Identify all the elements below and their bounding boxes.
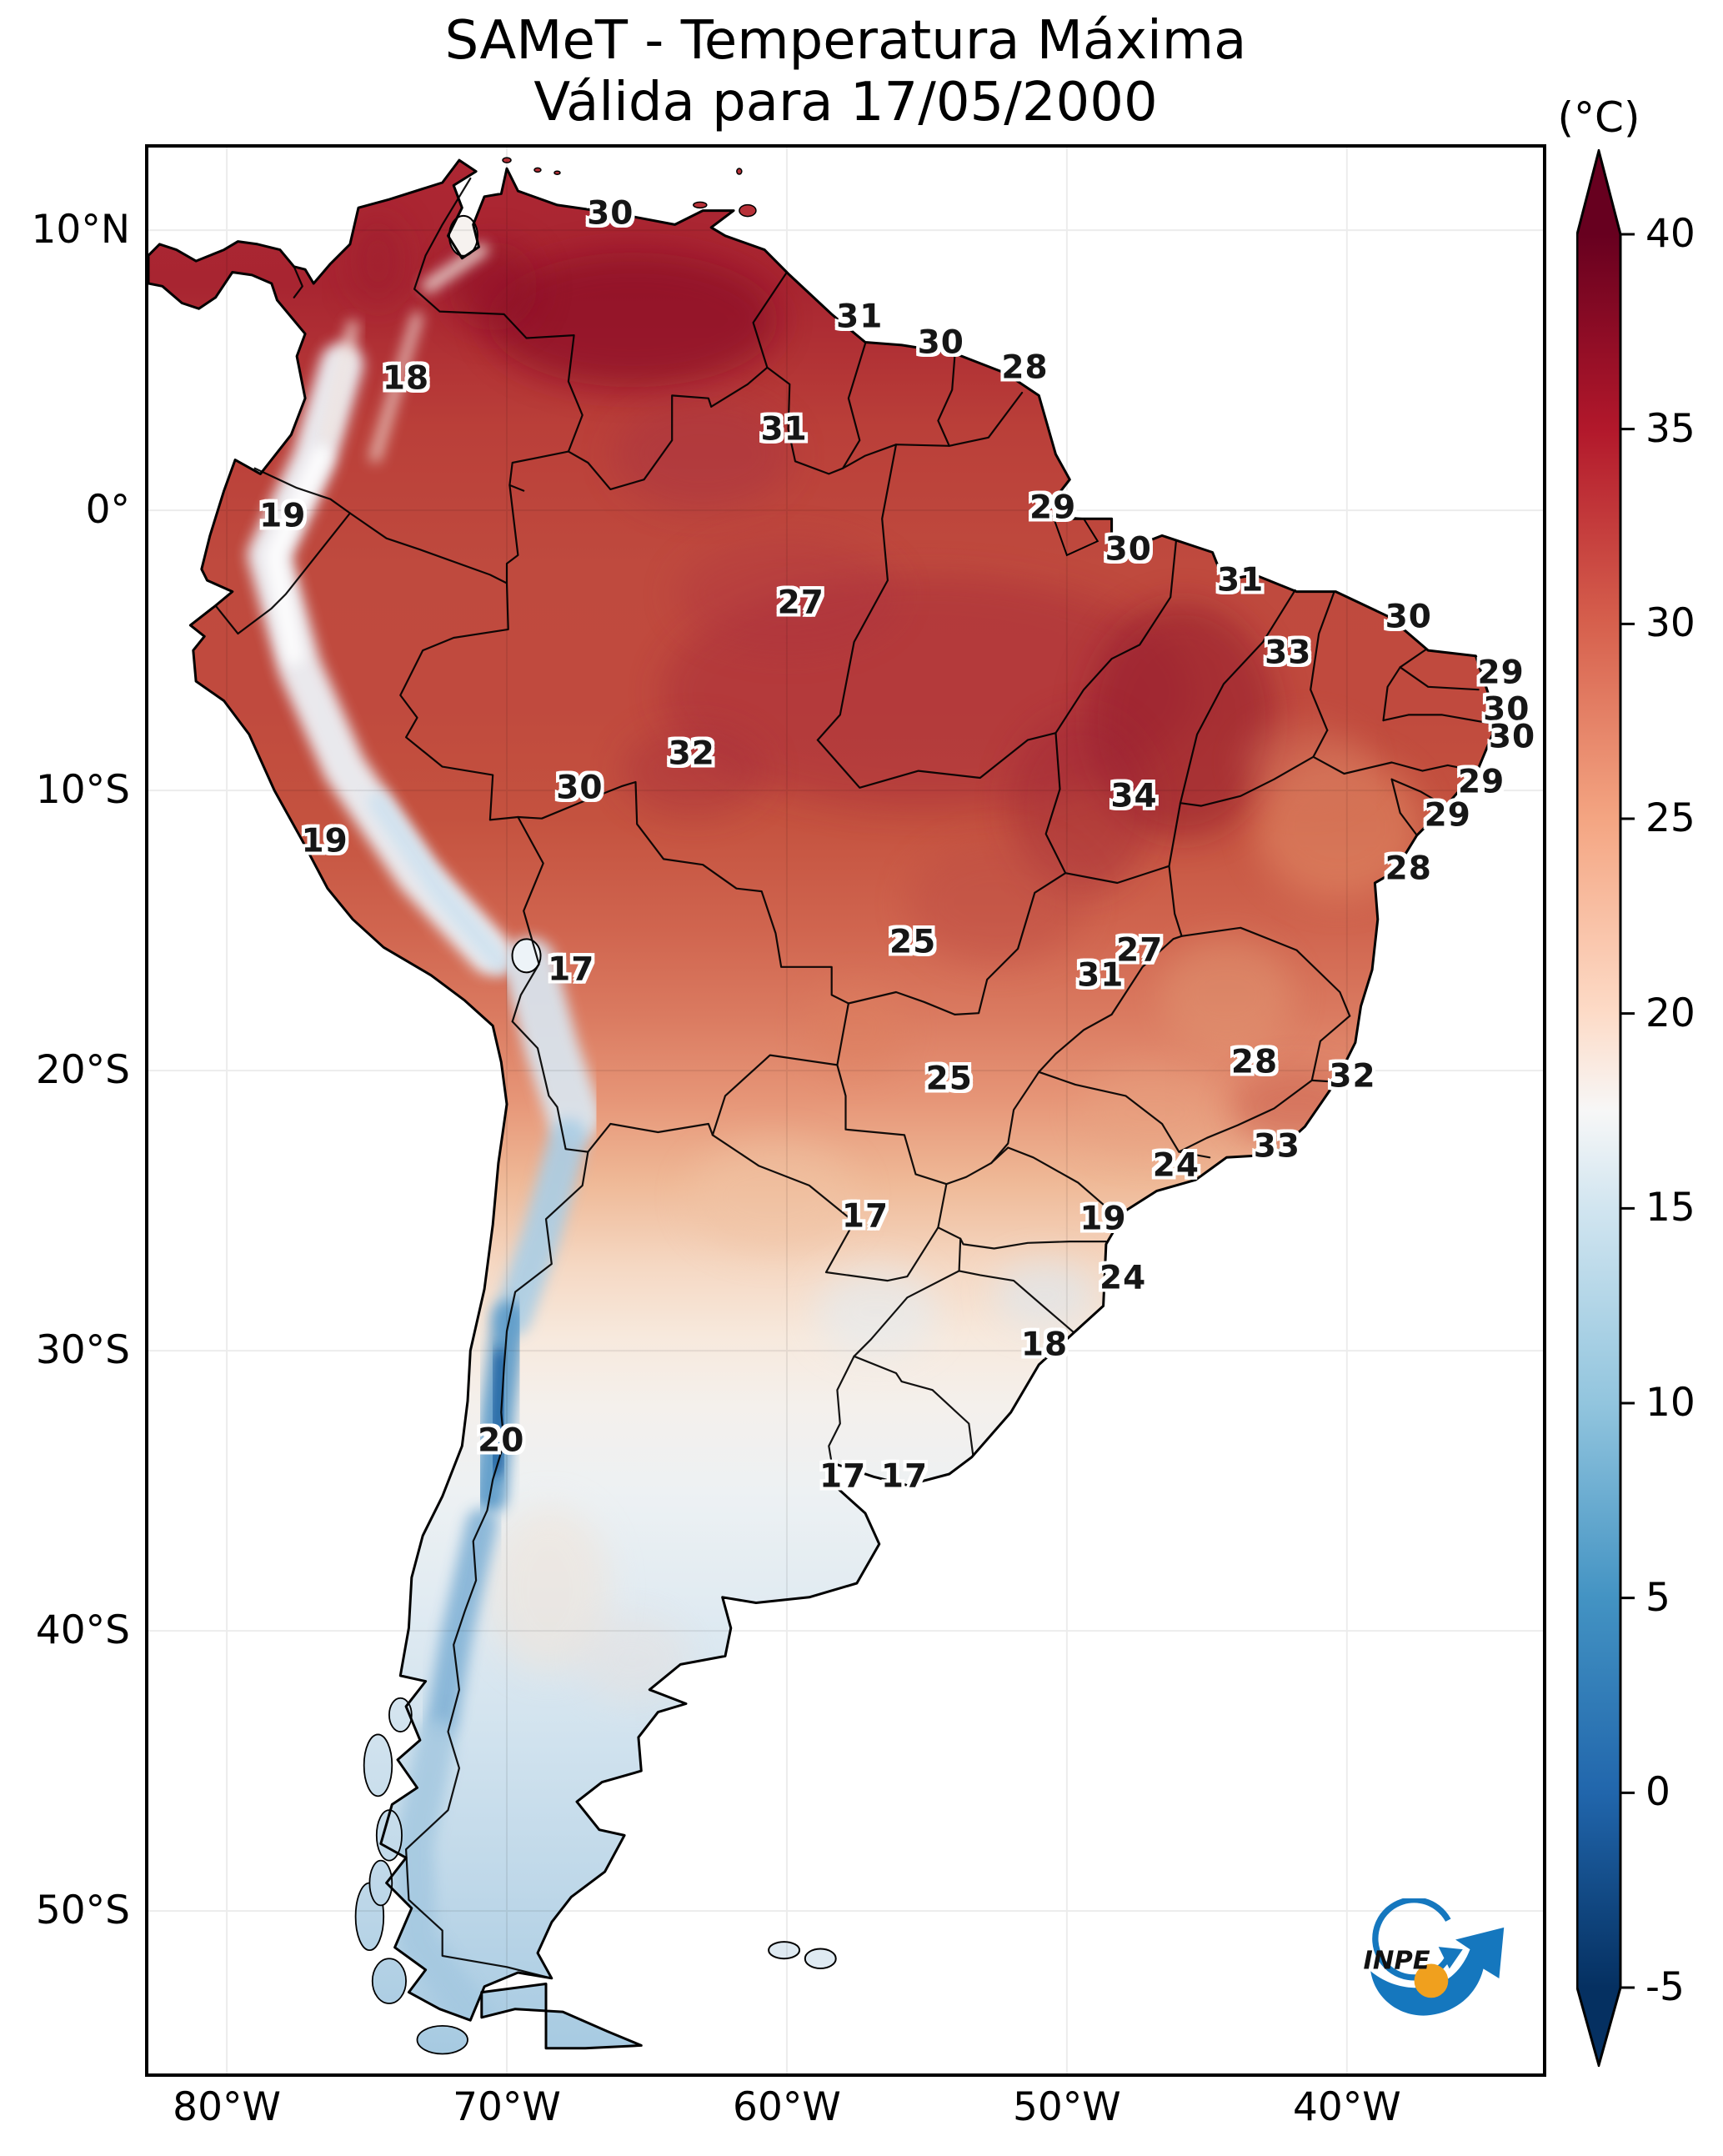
station-temp-label: 29 bbox=[1457, 763, 1505, 801]
station-temp-label: 20 bbox=[478, 1421, 525, 1460]
station-temp-label: 17 bbox=[819, 1457, 867, 1496]
temperature-field-overlays bbox=[247, 216, 1423, 2037]
station-temp-label: 29 bbox=[1029, 489, 1077, 527]
colorbar-gradient-bar bbox=[1576, 149, 1622, 2067]
station-temp-label: 30 bbox=[1385, 598, 1432, 636]
station-temp-label: 29 bbox=[1424, 796, 1471, 835]
islands bbox=[354, 157, 1099, 2055]
lat-tick-label: 10°N bbox=[31, 207, 130, 253]
inpe-logo: INPE bbox=[1364, 1898, 1505, 2016]
station-temp-label: 17 bbox=[880, 1457, 929, 1496]
colorbar-tick-label: 20 bbox=[1645, 990, 1695, 1036]
station-temp-label: 25 bbox=[925, 1060, 973, 1098]
station-temp-label: 32 bbox=[1329, 1057, 1376, 1096]
station-temp-label: 28 bbox=[1230, 1043, 1279, 1081]
lat-tick-label: 0° bbox=[85, 487, 130, 534]
lat-tick-label: 30°S bbox=[35, 1327, 130, 1374]
station-temp-label: 19 bbox=[259, 497, 307, 535]
station-temp-label: 19 bbox=[301, 822, 348, 860]
lat-tick-label: 20°S bbox=[35, 1047, 130, 1094]
station-temp-label: 33 bbox=[1265, 634, 1312, 672]
station-temp-label: 17 bbox=[548, 950, 595, 989]
map-area: 30 31 30 28 18 31 19 29 30 31 27 30 33 29 30 30 32 29 30 34… bbox=[145, 144, 1546, 2077]
lon-tick-label: 40°W bbox=[1292, 2084, 1401, 2130]
south-america-temperature-map bbox=[148, 148, 1543, 2073]
title-block: SAMeT - Temperatura Máxima Válida para 1… bbox=[148, 10, 1543, 133]
station-temp-label: 30 bbox=[587, 194, 634, 233]
station-temp-label: 30 bbox=[1104, 530, 1152, 569]
station-temp-label: 24 bbox=[1099, 1259, 1147, 1297]
station-temp-label: 24 bbox=[1152, 1146, 1200, 1185]
station-temp-label: 31 bbox=[836, 298, 884, 336]
lon-tick-label: 50°W bbox=[1013, 2084, 1121, 2130]
country-and-state-borders bbox=[214, 177, 1491, 2049]
colorbar-tick-label: -5 bbox=[1645, 1964, 1685, 2010]
colorbar-unit-label: (°C) bbox=[1557, 93, 1640, 142]
lon-tick-label: 80°W bbox=[173, 2084, 281, 2130]
station-temp-label: 18 bbox=[1020, 1326, 1069, 1364]
coastline bbox=[148, 158, 1494, 2022]
station-temp-label: 19 bbox=[1079, 1200, 1127, 1238]
lat-tick-label: 40°S bbox=[35, 1607, 130, 1654]
colorbar-tick-label: 40 bbox=[1645, 211, 1695, 257]
station-temp-label: 30 bbox=[917, 323, 964, 362]
station-temp-label: 28 bbox=[1385, 850, 1432, 888]
colorbar-tick-label: 5 bbox=[1645, 1574, 1670, 1621]
inpe-logo-arrowhead bbox=[1438, 1947, 1463, 1969]
station-temp-label: 30 bbox=[1483, 690, 1530, 729]
lon-tick-label: 60°W bbox=[733, 2084, 841, 2130]
station-temp-label: 30 bbox=[556, 769, 604, 807]
colorbar-tick-label: 30 bbox=[1645, 600, 1695, 647]
station-temp-label: 29 bbox=[1477, 654, 1525, 692]
station-temp-label: 31 bbox=[1217, 561, 1265, 599]
station-temp-label: 18 bbox=[382, 359, 430, 398]
chart-subtitle: Válida para 17/05/2000 bbox=[533, 72, 1158, 134]
lon-tick-label: 70°W bbox=[453, 2084, 561, 2130]
station-temp-label: 32 bbox=[668, 735, 715, 773]
inpe-logo-swoosh bbox=[1370, 1927, 1505, 2016]
colorbar-tick-label: 35 bbox=[1645, 405, 1695, 452]
colorbar bbox=[1576, 149, 1635, 2067]
chart-title: SAMeT - Temperatura Máxima bbox=[444, 10, 1247, 72]
colorbar-tick-label: 25 bbox=[1645, 795, 1695, 841]
inpe-logo-text: INPE bbox=[1364, 1946, 1430, 1975]
station-temp-label: 30 bbox=[1488, 718, 1536, 756]
colorbar-tick-label: 0 bbox=[1645, 1769, 1670, 1816]
inpe-logo-orange-ball bbox=[1414, 1963, 1449, 1998]
colorbar-tick-label: 15 bbox=[1645, 1185, 1695, 1231]
station-temp-label: 27 bbox=[777, 584, 824, 622]
station-temp-label: 34 bbox=[1110, 777, 1158, 815]
graticule bbox=[148, 148, 1543, 2073]
station-temp-label: 28 bbox=[1001, 348, 1049, 387]
lat-tick-label: 10°S bbox=[35, 767, 130, 814]
station-temp-label: 17 bbox=[841, 1197, 889, 1236]
colorbar-tick-label: 10 bbox=[1645, 1380, 1695, 1426]
station-temp-label: 31 bbox=[760, 410, 808, 449]
station-temp-label: 27 bbox=[1116, 931, 1164, 970]
station-temp-label: 25 bbox=[889, 923, 937, 961]
station-temp-label: 33 bbox=[1253, 1127, 1300, 1166]
lat-tick-label: 50°S bbox=[35, 1888, 130, 1934]
station-temp-label: 31 bbox=[1077, 956, 1124, 995]
